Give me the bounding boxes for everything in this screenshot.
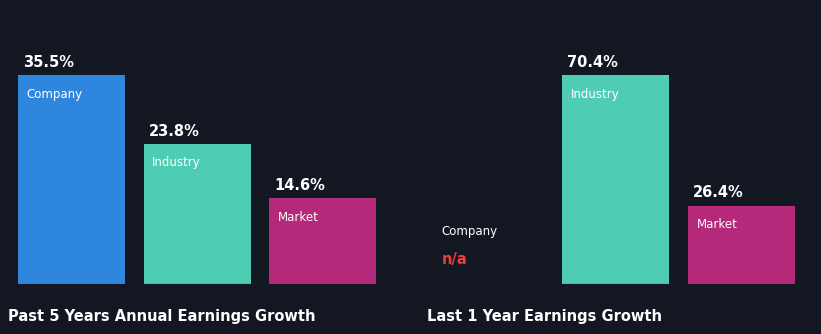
Text: Company: Company [442,225,498,238]
Bar [688,206,795,284]
Text: Industry: Industry [571,88,620,101]
Text: 26.4%: 26.4% [693,185,744,200]
Bar [144,144,250,284]
Text: 35.5%: 35.5% [23,55,74,70]
Text: Past 5 Years Annual Earnings Growth: Past 5 Years Annual Earnings Growth [8,309,316,324]
Bar [18,75,125,284]
Text: Market: Market [697,218,738,231]
Text: Last 1 Year Earnings Growth: Last 1 Year Earnings Growth [427,309,662,324]
Text: 23.8%: 23.8% [149,124,200,139]
Text: 70.4%: 70.4% [567,55,618,70]
Text: Industry: Industry [153,156,201,169]
Bar [269,198,376,284]
Bar [562,75,669,284]
Text: 14.6%: 14.6% [274,178,325,193]
Text: Market: Market [278,210,319,223]
Text: Company: Company [26,88,83,101]
Text: n/a: n/a [442,252,467,267]
